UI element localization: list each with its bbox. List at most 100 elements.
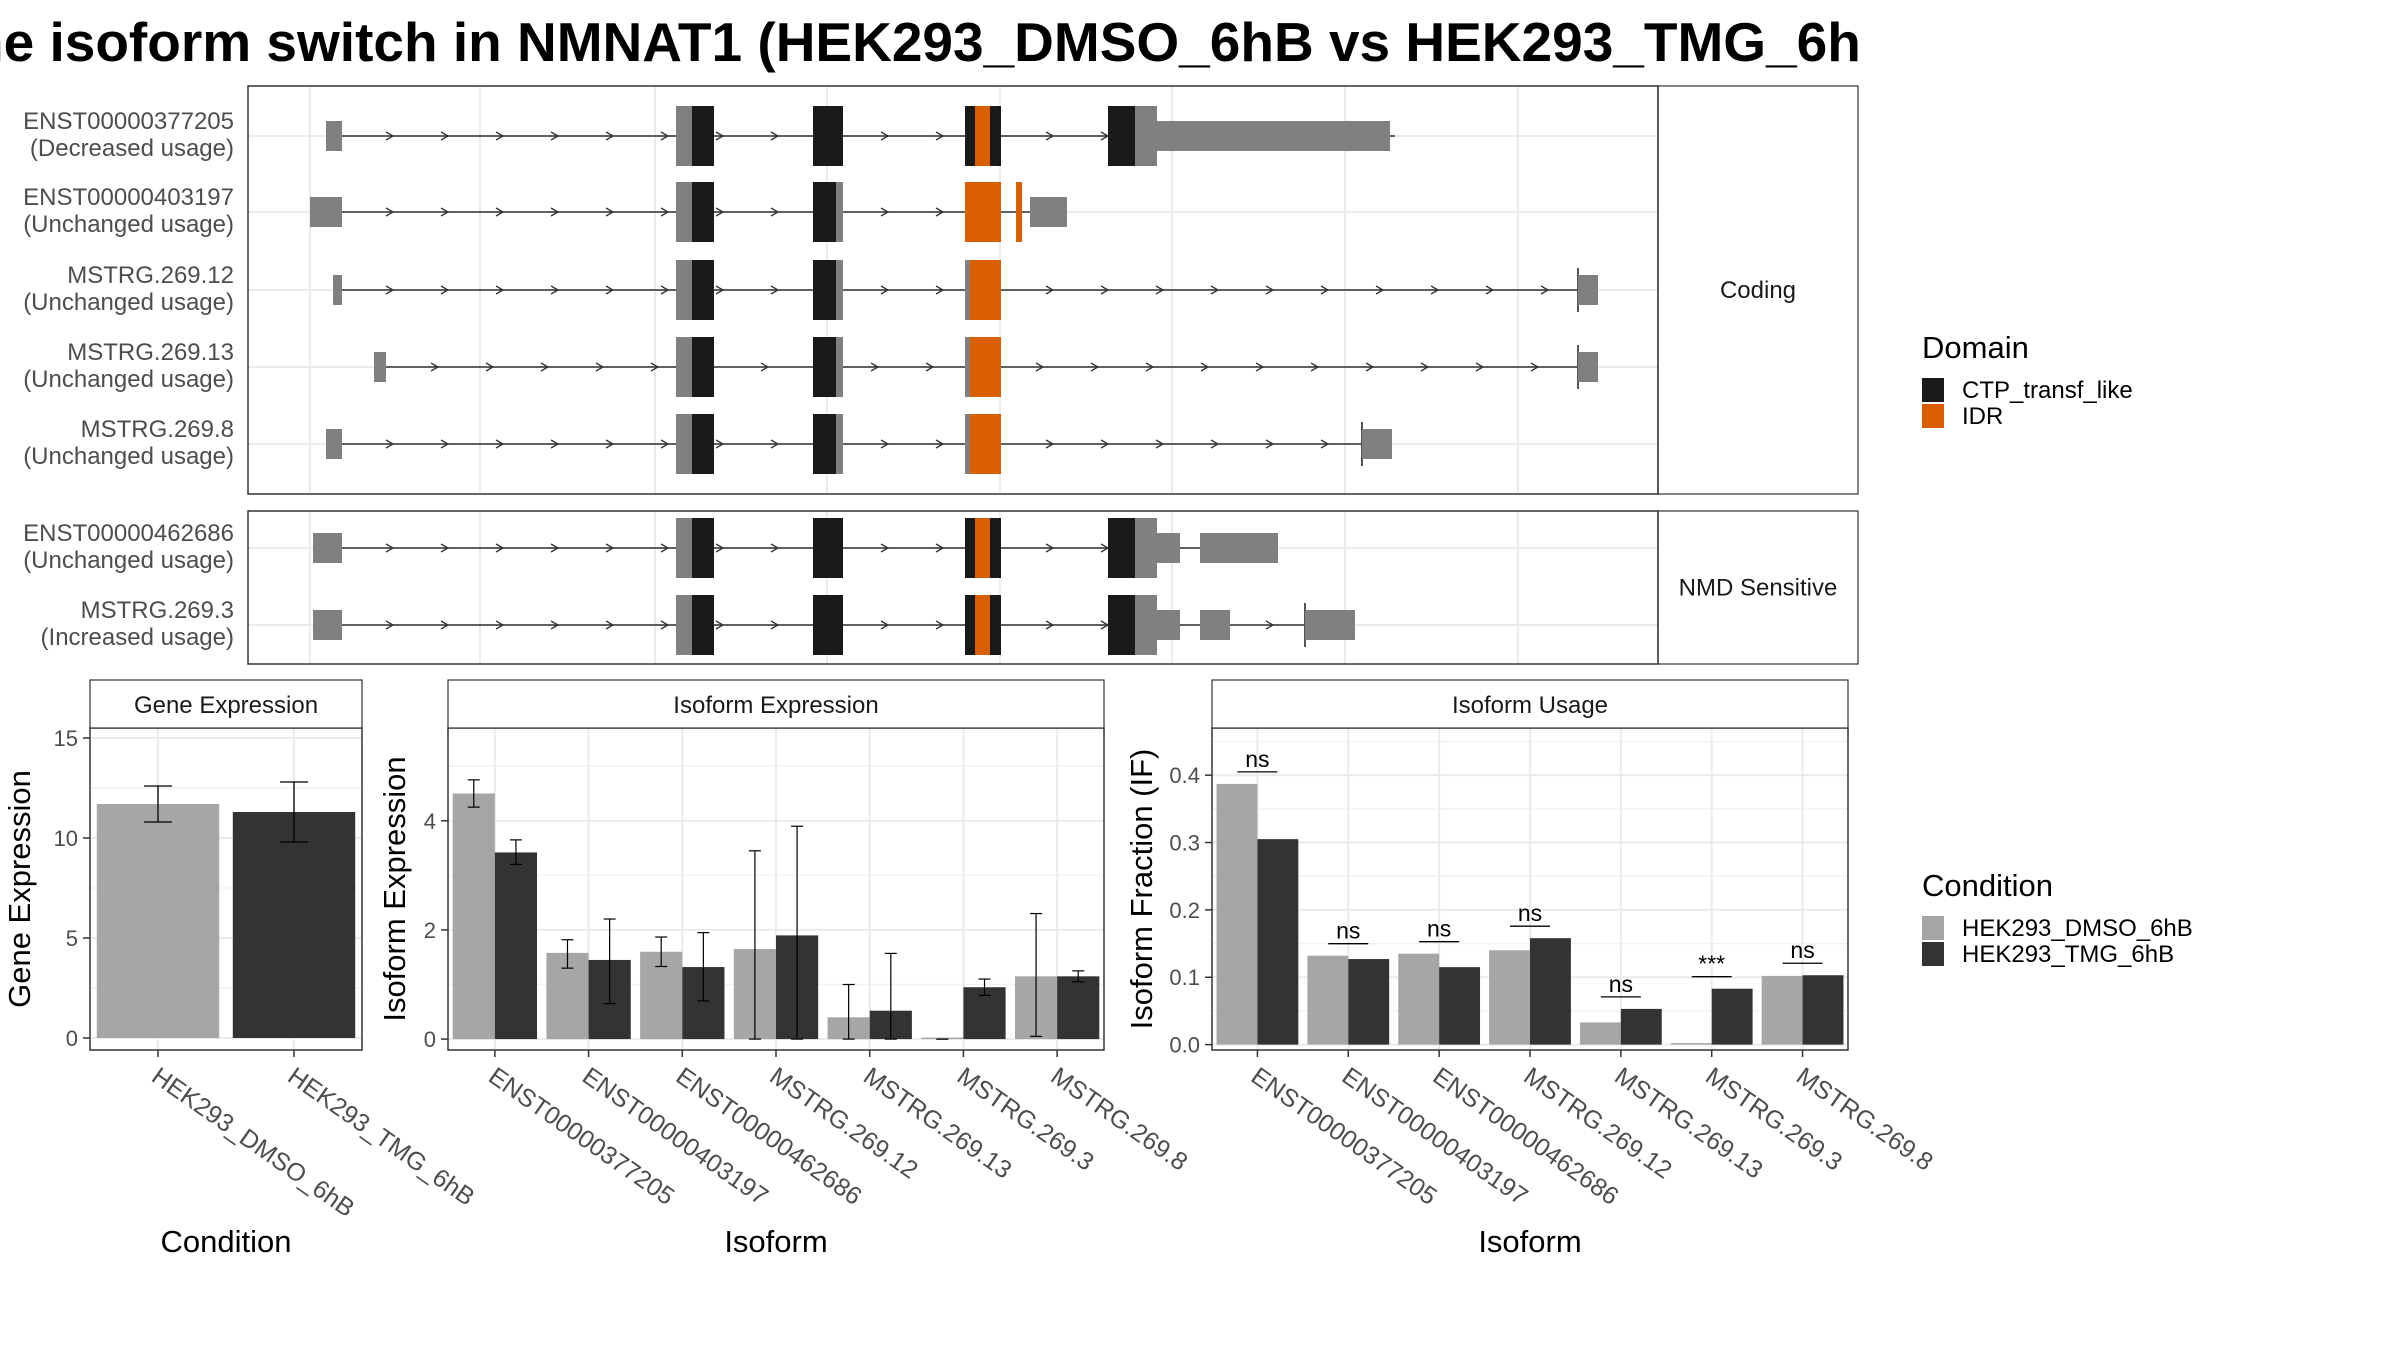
panel-strip [447, 679, 1105, 729]
domain-idr-exon [970, 337, 1001, 397]
y-tick-label: 0.3 [1169, 831, 1200, 856]
strand-arrow [550, 620, 560, 630]
panel-strip-title: Gene Expression [134, 692, 318, 719]
facet-strip-label: Coding [1720, 277, 1796, 304]
strand-arrow [385, 543, 395, 553]
strand-arrow [385, 207, 395, 217]
strand-arrow [1045, 543, 1055, 553]
strand-arrow [385, 131, 395, 141]
exon [310, 197, 342, 227]
domain-ctp-exon [813, 106, 843, 166]
strand-arrow [1320, 439, 1330, 449]
significance-label: ns [1518, 900, 1542, 926]
strand-arrow [715, 285, 725, 295]
strand-arrow [660, 620, 670, 630]
bar-HEK293_DMSO_6hB-MSTRG.269.13 [1579, 1022, 1621, 1045]
significance-label: ns [1336, 918, 1360, 944]
strand-arrow [1255, 362, 1265, 372]
strand-arrow [935, 285, 945, 295]
exon [313, 610, 342, 640]
strand-arrow [770, 439, 780, 449]
strand-arrow [1320, 285, 1330, 295]
strand-arrow [440, 207, 450, 217]
y-tick-label: 0.4 [1169, 763, 1200, 788]
transcript-label-id: MSTRG.269.12 [67, 262, 234, 289]
bar-HEK293_TMG_6hB-MSTRG.269.8 [1057, 976, 1100, 1040]
y-tick-label: 2 [424, 918, 436, 943]
domain-legend-label: IDR [1962, 403, 2003, 430]
strand-arrow [495, 543, 505, 553]
exon [1152, 610, 1180, 640]
strand-arrow [605, 285, 615, 295]
domain-ctp-exon [990, 106, 1001, 166]
strand-arrow [1200, 362, 1210, 372]
strand-arrow [880, 620, 890, 630]
exon [1362, 429, 1392, 459]
bar-chart-3: 0.0 0.1 0.2 0.3 0.4 ns ns ns ns ns *** ns Isoform Us… [1124, 679, 1938, 1259]
facet-strip [1657, 85, 1859, 495]
significance-label: *** [1698, 951, 1725, 977]
strand-arrow [935, 207, 945, 217]
exon [836, 414, 843, 474]
strand-arrow [715, 207, 725, 217]
strand-arrow [870, 362, 880, 372]
strand-arrow [1365, 362, 1375, 372]
strand-arrow [485, 362, 495, 372]
strand-arrow [495, 207, 505, 217]
exon [1578, 352, 1598, 382]
domain-ctp-exon [692, 414, 714, 474]
exon [333, 275, 342, 305]
domain-ctp-exon [1108, 595, 1137, 655]
domain-ctp-exon [692, 518, 714, 578]
strand-arrow [1210, 285, 1220, 295]
strand-arrow [935, 439, 945, 449]
strand-arrow [605, 207, 615, 217]
domain-ctp-exon [813, 337, 838, 397]
bar-HEK293_DMSO_6hB-MSTRG.269.8 [1761, 975, 1803, 1045]
strand-arrow [550, 131, 560, 141]
strand-arrow [715, 131, 725, 141]
x-axis-title: Isoform [1478, 1224, 1581, 1259]
strand-arrow [1265, 620, 1275, 630]
domain-ctp-exon [813, 414, 838, 474]
strand-arrow [1090, 362, 1100, 372]
bar-HEK293_TMG_6hB-MSTRG.269.12 [1530, 938, 1571, 1045]
strand-arrow [1045, 439, 1055, 449]
bar-HEK293_TMG_6hB-ENST00000403197 [1348, 959, 1390, 1045]
exon [965, 414, 973, 474]
transcript-label-usage: (Unchanged usage) [23, 211, 234, 238]
domain-idr-exon [1016, 182, 1022, 242]
bar-HEK293_TMG_6hB-ENST00000462686 [1439, 967, 1481, 1045]
domain-legend-key [1922, 378, 1944, 402]
y-tick-label: 15 [54, 726, 78, 751]
exon [313, 533, 342, 563]
strand-arrow [1310, 362, 1320, 372]
strand-arrow [1375, 285, 1385, 295]
transcript-label-id: ENST00000377205 [23, 108, 234, 135]
y-axis-title: Gene Expression [2, 770, 37, 1008]
bar-HEK293_TMG_6hB-MSTRG.269.13 [1620, 1008, 1662, 1045]
y-tick-label: 0.2 [1169, 898, 1200, 923]
domain-legend-title: Domain [1922, 330, 2029, 365]
condition-legend-key [1922, 916, 1944, 940]
strand-arrow [660, 285, 670, 295]
panel-strip-title: Isoform Expression [673, 692, 878, 719]
exon [836, 337, 843, 397]
domain-idr-exon [970, 260, 1001, 320]
domain-ctp-exon [692, 337, 714, 397]
strand-arrow [760, 362, 770, 372]
strand-arrow [1045, 285, 1055, 295]
domain-ctp-exon [1108, 106, 1137, 166]
exon [1030, 197, 1067, 227]
y-tick-label: 0 [424, 1027, 436, 1052]
transcript-label-usage: (Unchanged usage) [23, 366, 234, 393]
bar-HEK293_TMG_6hB-ENST00000377205 [1257, 839, 1299, 1045]
strand-arrow [715, 620, 725, 630]
strand-arrow [550, 285, 560, 295]
strand-arrow [495, 439, 505, 449]
domain-ctp-exon [692, 595, 714, 655]
transcript-label-id: ENST00000462686 [23, 520, 234, 547]
